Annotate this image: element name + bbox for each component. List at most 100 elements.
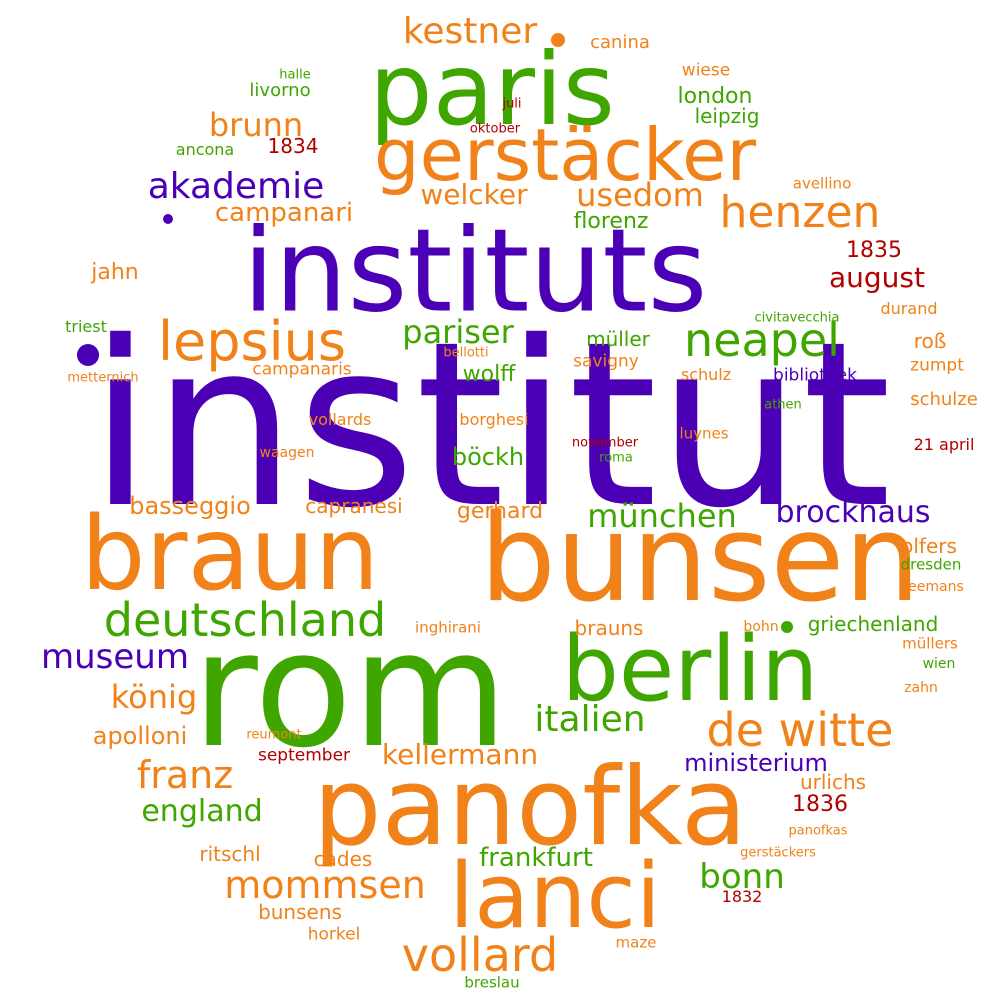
- word-bunsen: bunsen: [479, 490, 921, 629]
- word-september: september: [257, 745, 351, 766]
- word-brauns: brauns: [574, 616, 644, 640]
- word-athen: athen: [764, 397, 802, 413]
- word-oktober: oktober: [469, 121, 521, 137]
- word-campanaris: campanaris: [252, 359, 352, 380]
- word-leipzig: leipzig: [694, 104, 760, 128]
- word-rom: rom: [191, 596, 509, 783]
- dot-mark: [163, 214, 173, 224]
- word-pariser: pariser: [402, 313, 514, 351]
- word-vollard: vollard: [401, 928, 559, 982]
- word-london: london: [677, 84, 753, 109]
- word-panofkas: panofkas: [788, 823, 848, 839]
- word-olfers: olfers: [901, 534, 957, 558]
- word-luynes: luynes: [679, 424, 729, 443]
- word-1836: 1836: [792, 792, 848, 817]
- word-instituts: instituts: [242, 204, 708, 339]
- word-savigny: savigny: [573, 351, 639, 372]
- word-panofka: panofka: [312, 745, 748, 870]
- word-borghesi: borghesi: [459, 410, 529, 429]
- dot-mark: [551, 33, 565, 47]
- word-deutschland: deutschland: [103, 593, 387, 647]
- word-griechenland: griechenland: [807, 612, 939, 636]
- word-wolff: wolff: [462, 362, 516, 387]
- dot-mark: [781, 621, 793, 633]
- word-gerstäcker: gerstäcker: [373, 113, 757, 197]
- dot-mark: [77, 344, 99, 366]
- word-urlichs: urlichs: [799, 770, 867, 794]
- word-brockhaus: brockhaus: [775, 495, 931, 530]
- word-waagen: waagen: [259, 445, 315, 461]
- word-metternich: metternich: [67, 370, 139, 386]
- word-horkel: horkel: [307, 924, 361, 945]
- word-zahn: zahn: [904, 680, 938, 696]
- word-gerstäckers: gerstäckers: [740, 845, 816, 861]
- word-zumpt: zumpt: [910, 355, 964, 376]
- word-breslau: breslau: [464, 973, 520, 992]
- word-braun: braun: [80, 495, 380, 614]
- word-vollards: vollards: [308, 410, 372, 429]
- word-welcker: welcker: [420, 178, 528, 211]
- word-mommsen: mommsen: [224, 863, 426, 907]
- word-august: august: [829, 261, 925, 294]
- word-münchen: münchen: [587, 497, 737, 535]
- word-civitavecchia: civitavecchia: [754, 310, 840, 326]
- word-ancona: ancona: [175, 140, 235, 159]
- word-florenz: florenz: [573, 209, 649, 234]
- word-lanci: lanci: [449, 844, 661, 949]
- word-museum: museum: [41, 637, 189, 677]
- word-schulz: schulz: [680, 365, 732, 384]
- word-livorno: livorno: [249, 80, 311, 101]
- word-wiese: wiese: [681, 60, 731, 81]
- word-wien: wien: [922, 656, 956, 672]
- word-1835: 1835: [846, 238, 902, 263]
- word-schulze: schulze: [910, 389, 978, 410]
- word-jahn: jahn: [91, 260, 139, 285]
- word-juli: juli: [502, 96, 522, 112]
- word-21-april: 21 april: [913, 435, 975, 454]
- word-könig: könig: [110, 678, 198, 716]
- word-halle: halle: [279, 67, 311, 83]
- word-ritschl: ritschl: [199, 842, 261, 866]
- word-leemans: leemans: [904, 579, 964, 595]
- word-berlin: berlin: [561, 617, 819, 722]
- word-dresden: dresden: [900, 555, 962, 574]
- word-usedom: usedom: [576, 176, 704, 214]
- word-henzen: henzen: [719, 187, 881, 238]
- word-bohn: bohn: [743, 619, 779, 635]
- word-ministerium: ministerium: [684, 749, 828, 777]
- word-1832: 1832: [721, 887, 763, 906]
- word-paris: paris: [369, 31, 615, 148]
- word-müller: müller: [586, 327, 650, 351]
- word-1834: 1834: [267, 134, 319, 158]
- word-kellermann: kellermann: [381, 738, 539, 771]
- word-de-witte: de witte: [706, 703, 894, 757]
- word-avellino: avellino: [792, 174, 852, 193]
- word-böckh: böckh: [451, 443, 525, 471]
- word-england: england: [141, 794, 263, 829]
- word-bellotti: bellotti: [443, 345, 489, 361]
- word-capranesi: capranesi: [305, 494, 403, 518]
- word-akademie: akademie: [147, 166, 325, 207]
- word-bunsens: bunsens: [258, 900, 342, 924]
- word-frankfurt: frankfurt: [479, 843, 593, 873]
- word-campanari: campanari: [214, 198, 354, 228]
- word-reumont: reumont: [246, 727, 302, 743]
- word-kestner: kestner: [402, 11, 538, 52]
- word-maze: maze: [615, 933, 657, 952]
- word-inghirani: inghirani: [415, 618, 481, 637]
- word-roß: roß: [913, 329, 947, 353]
- word-müllers: müllers: [902, 634, 958, 653]
- word-roma: roma: [599, 450, 633, 466]
- word-italien: italien: [534, 699, 646, 740]
- word-gerhard: gerhard: [456, 499, 544, 524]
- word-brunn: brunn: [208, 106, 304, 144]
- word-lepsius: lepsius: [158, 310, 346, 373]
- word-canina: canina: [590, 32, 650, 53]
- word-bonn: bonn: [699, 857, 785, 897]
- word-apolloni: apolloni: [92, 722, 188, 750]
- word-bibliothek: bibliothek: [773, 365, 857, 386]
- word-franz: franz: [136, 753, 234, 797]
- word-triest: triest: [65, 317, 107, 336]
- word-durand: durand: [880, 299, 938, 318]
